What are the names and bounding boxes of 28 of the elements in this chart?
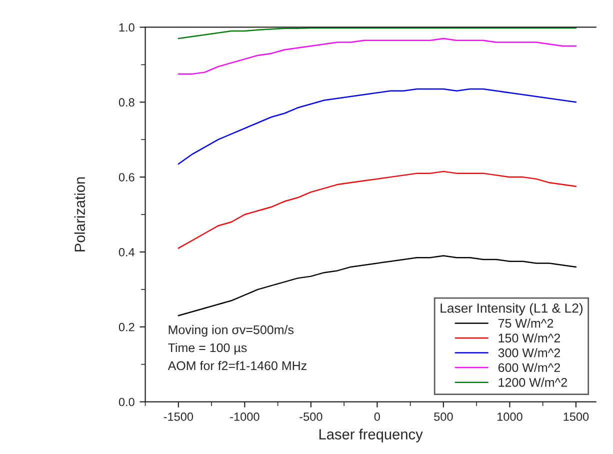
x-tick-label: -1500 [164, 412, 194, 421]
line-series [178, 88, 577, 165]
x-tick-label: 1500 [564, 412, 589, 421]
x-tick-label: -500 [300, 412, 322, 421]
legend-title: Laser Intensity (L1 & L2) [440, 303, 583, 316]
y-tick-label: 0.2 [118, 322, 134, 332]
x-axis-title: Laser frequency [319, 428, 423, 442]
y-tick-label: 0.0 [118, 398, 134, 406]
line-series [178, 27, 577, 40]
x-tick-label: 500 [434, 412, 453, 421]
x-tick-label: 1000 [497, 412, 522, 421]
line-series [178, 38, 577, 75]
y-tick-label: 0.4 [118, 248, 135, 256]
line-series [178, 170, 577, 249]
annotation: AOM for f2=f1-1460 MHz [168, 360, 306, 370]
annotation: Moving ion σv=500m/s [168, 325, 294, 337]
legend-label: 75 W/m^2 [498, 318, 554, 328]
legend-label: 600 W/m^2 [498, 362, 560, 372]
annotation: Time = 100 µs [168, 342, 247, 355]
legend-label: 150 W/m^2 [498, 333, 560, 342]
y-axis-title: Polarization [74, 177, 86, 252]
y-tick-label: 0.6 [118, 173, 134, 182]
y-tick-label: 0.8 [118, 98, 134, 107]
y-tick-label: 1.0 [119, 23, 134, 32]
x-tick-label: 0 [374, 412, 380, 421]
legend-label: 1200 W/m^2 [498, 378, 567, 387]
x-tick-label: -1000 [230, 412, 260, 421]
legend-label: 300 W/m^2 [498, 348, 560, 358]
